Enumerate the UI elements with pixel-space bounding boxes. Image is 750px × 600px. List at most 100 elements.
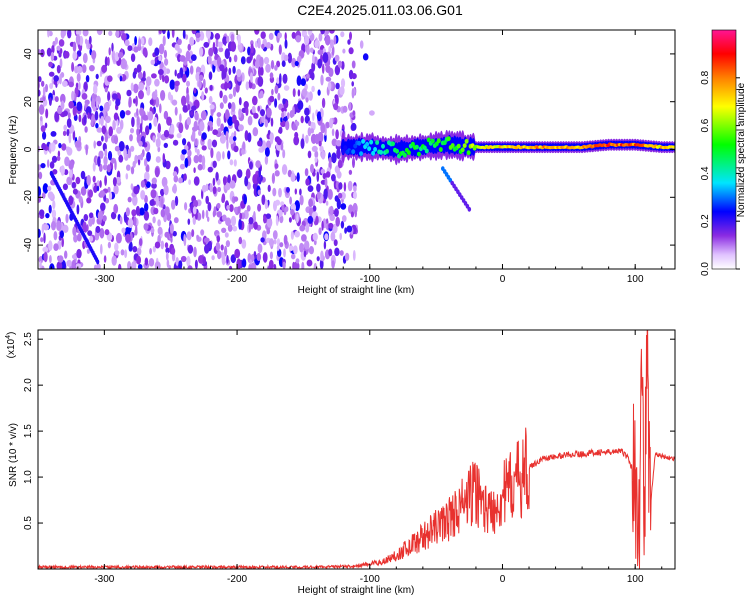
spectrogram-noise-cell [42, 183, 49, 194]
spectrogram-noise-cell [304, 240, 310, 250]
spectrogram-noise-cell [308, 120, 312, 127]
spectrogram-noise-cell [225, 217, 232, 226]
spectrogram-x-tick-label: 0 [500, 274, 506, 285]
spectrogram-band-core [361, 139, 366, 144]
spectrogram-noise-cell [138, 140, 143, 147]
spectrogram-noise-cell [160, 208, 166, 218]
snr-y-tick-label: 2.0 [23, 378, 34, 392]
spectrogram-noise-cell [140, 180, 145, 188]
spectrogram-band-core [357, 140, 362, 146]
spectrogram-noise-cell [72, 130, 76, 141]
colorbar-tick-label: 0.8 [700, 70, 711, 84]
spectrogram-noise-cell [351, 88, 355, 99]
spectrogram-noise-cell [274, 84, 279, 94]
spectrogram-noise-cell [250, 43, 254, 54]
spectrogram-noise-cell [194, 259, 198, 269]
spectrogram-noise-cell [266, 217, 273, 228]
spectrogram-noise-cell [212, 129, 219, 136]
spectrogram-noise-cell [281, 204, 285, 212]
spectrogram-band-core [464, 138, 469, 144]
spectrogram-noise-cell [267, 184, 271, 192]
spectrogram-noise-cell [340, 31, 345, 38]
spectrogram-noise-cell [60, 30, 65, 39]
spectrogram-noise-cell [38, 104, 45, 115]
spectrogram-noise-cell [128, 96, 132, 108]
spectrogram-noise-cell [191, 30, 197, 35]
spectrogram-noise-cell [287, 112, 290, 120]
spectrogram-noise-cell [312, 232, 318, 241]
spectrogram-noise-cell [320, 108, 324, 118]
spectrogram-noise-cell [200, 229, 205, 236]
spectrogram-band-core [414, 144, 419, 150]
spectrogram-noise-cell [148, 122, 152, 130]
spectrogram-noise-cell [118, 263, 122, 269]
spectrogram-noise-cell [71, 62, 75, 72]
spectrogram-noise-cell [53, 231, 58, 241]
spectrogram-noise-cell [276, 150, 280, 158]
spectrogram-noise-cell [211, 139, 218, 148]
spectrogram-noise-cell [317, 89, 321, 96]
colorbar-tick-label: 0.0 [700, 262, 711, 276]
spectrogram-noise-cell [115, 232, 122, 244]
spectrogram-noise-cell [313, 239, 317, 246]
spectrogram-noise-cell [38, 228, 41, 238]
spectrogram-diagonal-trace-cell [96, 259, 100, 265]
spectrogram-noise-cell [102, 163, 108, 171]
spectrogram-noise-cell [72, 226, 77, 237]
spectrogram-noise-cell [144, 202, 149, 212]
spectrogram-noise-cell [143, 223, 149, 231]
spectrogram-noise-cell [47, 159, 50, 168]
spectrogram-noise-cell [308, 91, 313, 101]
spectrogram-noise-cell [248, 263, 253, 269]
spectrogram-noise-cell [219, 90, 223, 99]
spectrogram-noise-cell [301, 234, 307, 242]
spectrogram-noise-cell [339, 232, 343, 241]
spectrogram-noise-cell [62, 224, 69, 233]
spectrogram-noise-cell [131, 261, 137, 269]
spectrogram-noise-cell [76, 101, 83, 112]
spectrogram-noise-cell [75, 140, 82, 148]
spectrogram-noise-cell [321, 63, 325, 74]
spectrogram-band-core [462, 143, 467, 149]
spectrogram-noise-cell [163, 110, 169, 120]
spectrogram-noise-cell [350, 211, 354, 218]
spectrogram-noise-cell [182, 105, 189, 113]
spectrogram-band-core [446, 136, 451, 142]
spectrogram-noise-cell [348, 47, 354, 55]
spectrogram-noise-cell [82, 30, 89, 37]
spectrogram-noise-cell [305, 224, 310, 233]
spectrogram-band-core [375, 140, 380, 145]
spectrogram-noise-cell [150, 189, 157, 199]
spectrogram-band-core [460, 147, 465, 153]
spectrogram-noise-cell [283, 85, 290, 91]
spectrogram-noise-cell [60, 165, 65, 176]
spectrogram-noise-cell [320, 74, 324, 86]
spectrogram-noise-cell [299, 224, 306, 232]
spectrogram-noise-cell [190, 54, 197, 61]
spectrogram-noise-cell [67, 112, 71, 119]
spectrogram-noise-cell [221, 254, 226, 266]
spectrogram-noise-cell [330, 231, 336, 242]
spectrogram-noise-cell [324, 34, 331, 46]
spectrogram-noise-cell [279, 73, 282, 85]
spectrogram-noise-cell [72, 188, 78, 195]
spectrogram-noise-cell [57, 150, 61, 158]
spectrogram-noise-cell [337, 159, 343, 169]
spectrogram-noise-cell [92, 162, 96, 172]
spectrogram-noise-cell [255, 160, 261, 169]
spectrogram-noise-cell [351, 81, 355, 87]
spectrogram-noise-cell [104, 175, 107, 186]
spectrogram-noise-cell [120, 249, 125, 256]
spectrogram-noise-cell [333, 239, 338, 247]
spectrogram-band-core [406, 150, 411, 156]
spectrogram-noise-cell [173, 175, 179, 183]
spectrogram-noise-cell [134, 36, 138, 46]
spectrogram-noise-cell [304, 168, 309, 177]
spectrogram-noise-cell [246, 56, 252, 64]
spectrogram-noise-cell [183, 173, 187, 181]
spectrogram-noise-cell [47, 185, 52, 192]
spectrogram-noise-cell [336, 148, 341, 160]
snr-y-tick-label: 0.5 [23, 516, 34, 530]
spectrogram-noise-cell [205, 183, 209, 192]
spectrogram-noise-cell [324, 177, 328, 188]
